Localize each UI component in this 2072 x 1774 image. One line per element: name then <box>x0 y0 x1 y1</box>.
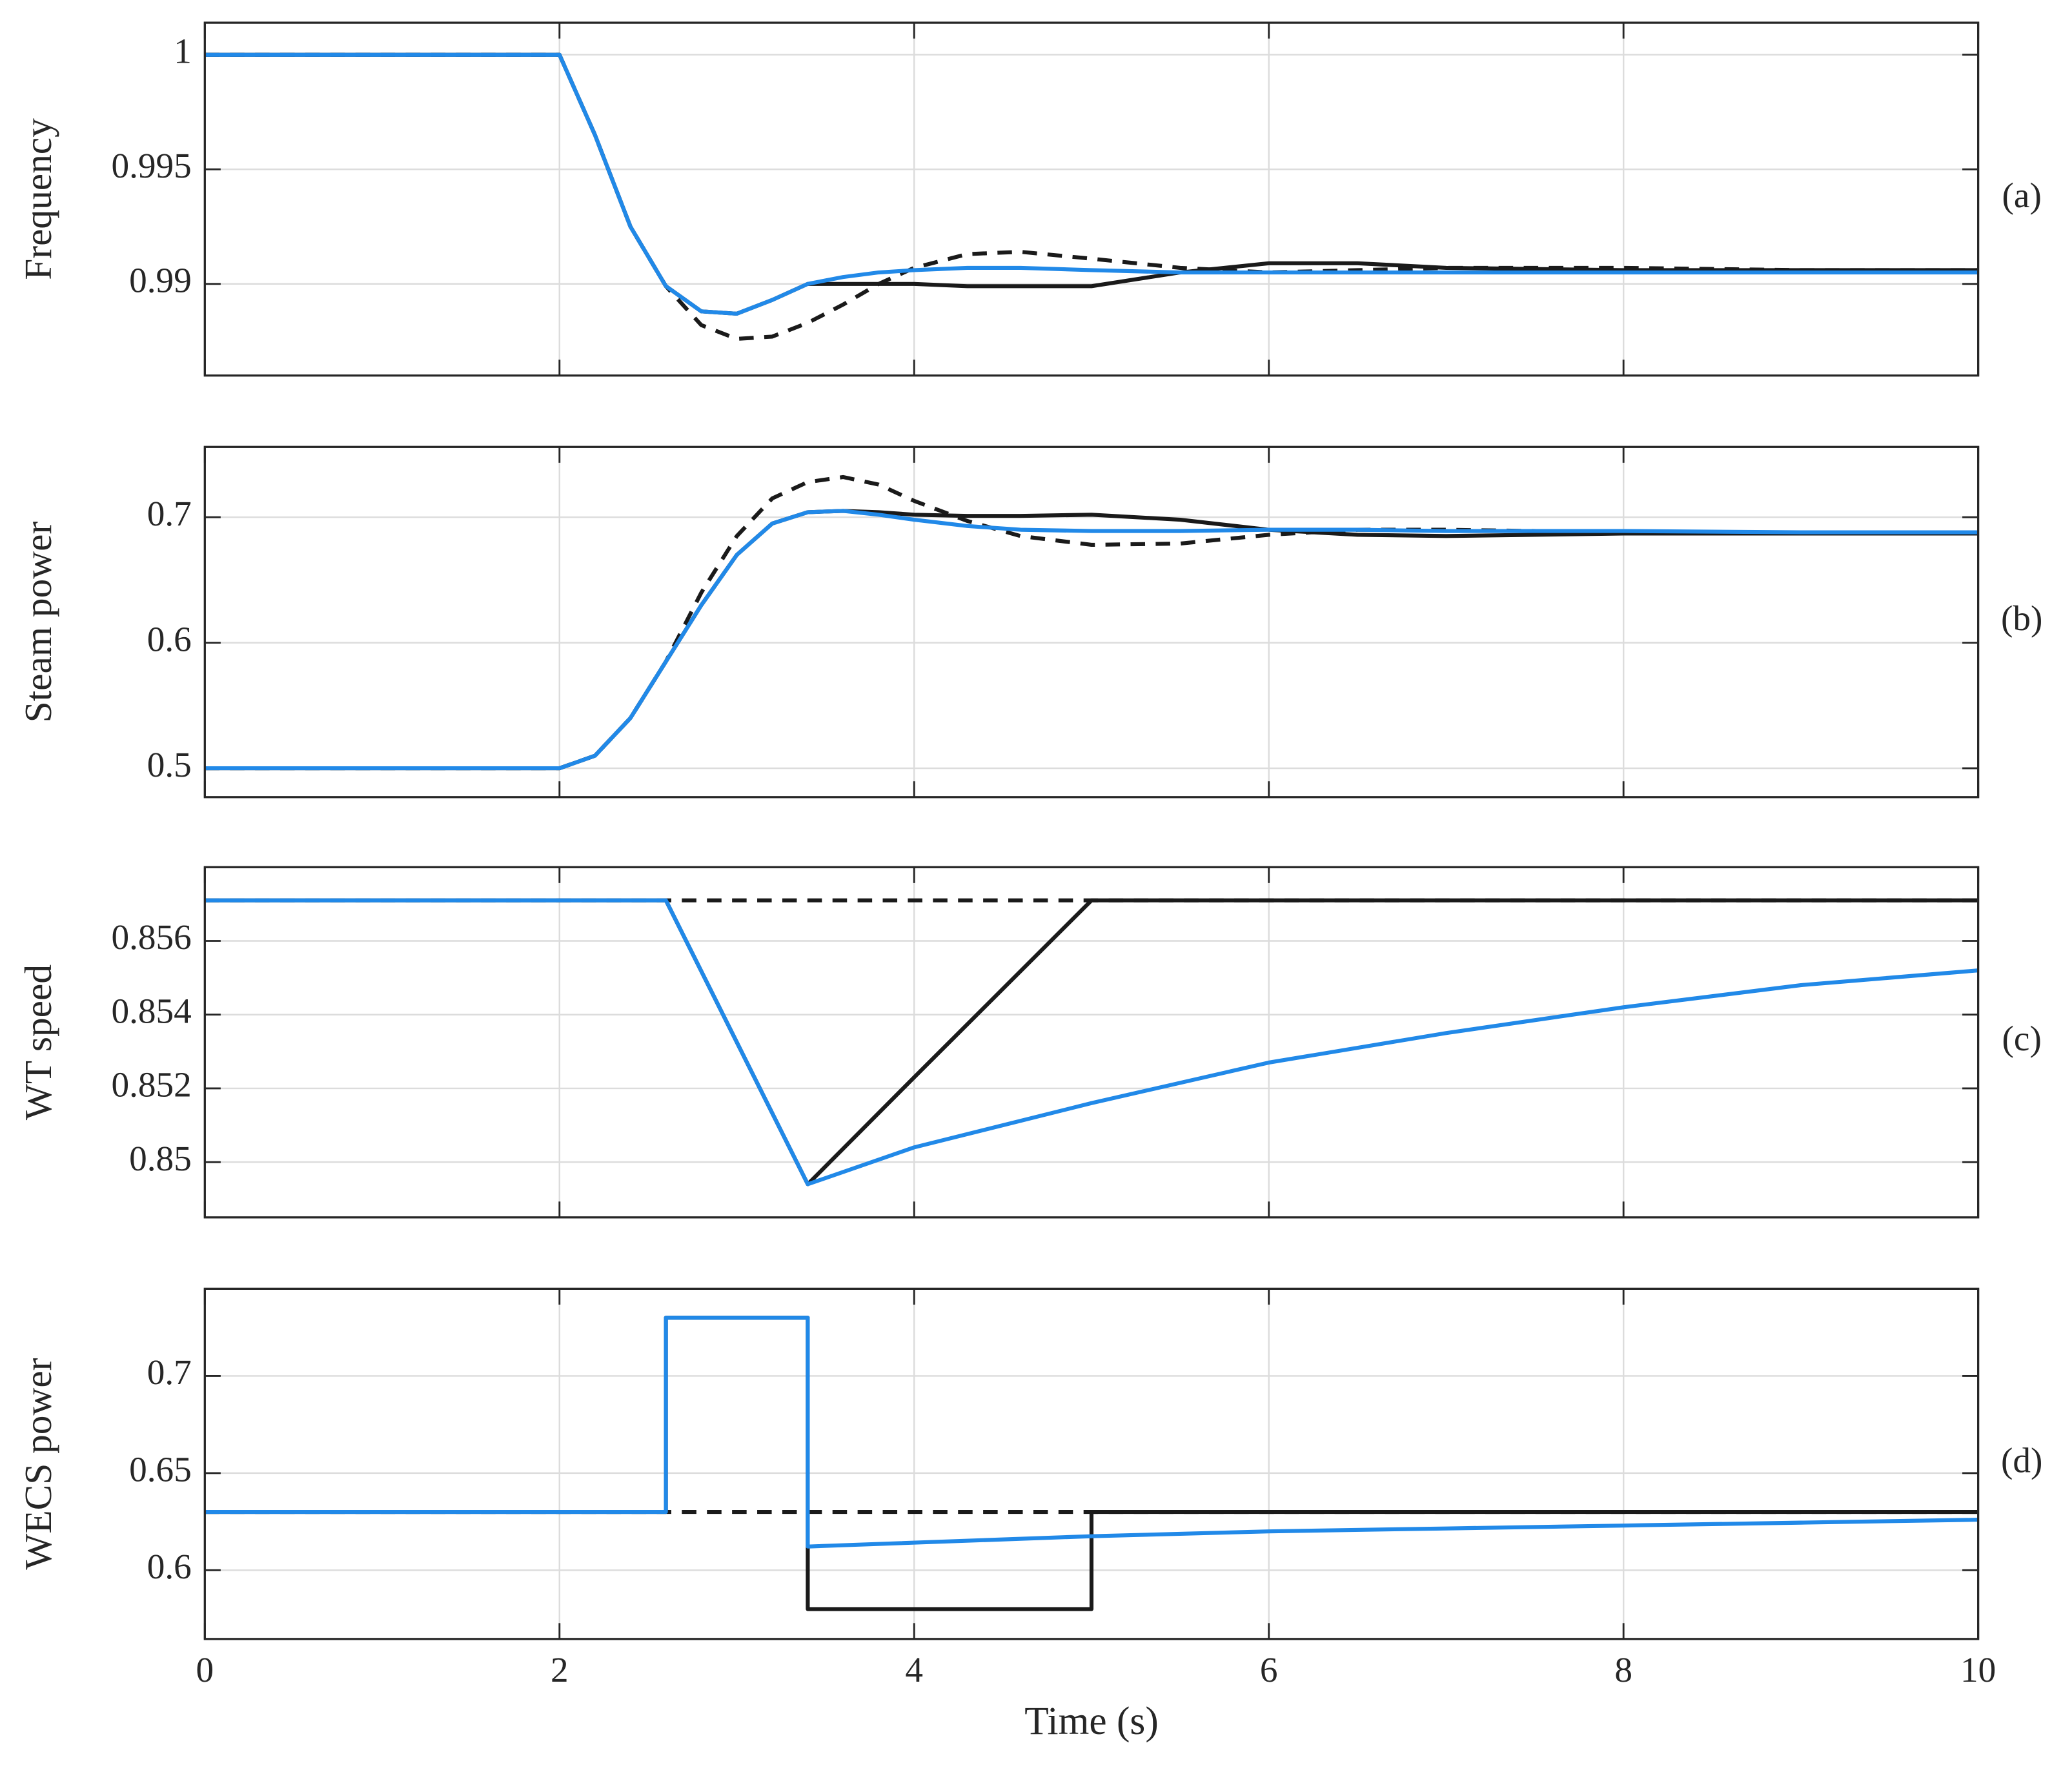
series-line <box>205 1316 1978 1549</box>
panel-annotation: (d) <box>2001 1440 2042 1480</box>
panel: 0 2 4 6 8 10 0.6 0.65 0.7 WECS power (d) Time (s) <box>17 1287 2042 1743</box>
y-axis-label: WT speed <box>17 964 59 1120</box>
y-tick-label: 0.854 <box>111 991 191 1030</box>
panel-annotation: (a) <box>2002 176 2042 215</box>
plot-frame <box>203 1287 1980 1640</box>
plot-frame <box>203 21 1980 377</box>
y-tick-label: 0.85 <box>129 1139 192 1178</box>
series-line <box>205 898 1978 1187</box>
y-tick-label: 0.65 <box>129 1450 192 1489</box>
series-line <box>205 52 1978 316</box>
y-tick-label: 0.6 <box>147 619 192 658</box>
panel-annotation: (b) <box>2001 598 2042 638</box>
panel: 0.5 0.6 0.7 Steam power (b) <box>17 445 2042 799</box>
plot-frame <box>203 445 1980 799</box>
x-tick-label: 4 <box>905 1650 923 1689</box>
series-line <box>205 52 1978 316</box>
y-tick-label: 0.7 <box>147 494 192 533</box>
x-tick-label: 10 <box>1960 1650 1996 1689</box>
panel-annotation: (c) <box>2002 1019 2042 1058</box>
x-tick-label: 6 <box>1260 1650 1278 1689</box>
plot-frame <box>203 866 1980 1219</box>
y-tick-label: 0.995 <box>111 146 191 185</box>
y-axis-label: Steam power <box>17 522 59 723</box>
series-line <box>205 52 1978 342</box>
series-line <box>205 1316 1978 1611</box>
series-line <box>205 509 1978 771</box>
series-line <box>205 474 1978 771</box>
x-tick-label: 0 <box>196 1650 214 1689</box>
y-tick-label: 0.5 <box>147 745 192 784</box>
panel: 0.99 0.995 1 Frequency (a) <box>17 21 2042 377</box>
x-tick-label: 2 <box>551 1650 569 1689</box>
x-axis-label: Time (s) <box>1024 1699 1159 1743</box>
y-axis-label: Frequency <box>17 118 59 280</box>
x-tick-label: 8 <box>1614 1650 1632 1689</box>
y-tick-label: 0.856 <box>111 917 191 957</box>
y-tick-label: 0.99 <box>129 260 192 300</box>
y-tick-label: 1 <box>174 32 192 71</box>
series-line <box>205 898 1978 1187</box>
y-axis-label: WECS power <box>17 1358 59 1569</box>
series-line <box>205 509 1978 771</box>
y-tick-label: 0.6 <box>147 1547 192 1586</box>
y-tick-label: 0.7 <box>147 1352 192 1392</box>
y-tick-label: 0.852 <box>111 1065 191 1105</box>
panel: 0.85 0.852 0.854 0.856 WT speed (c) <box>17 866 2042 1219</box>
